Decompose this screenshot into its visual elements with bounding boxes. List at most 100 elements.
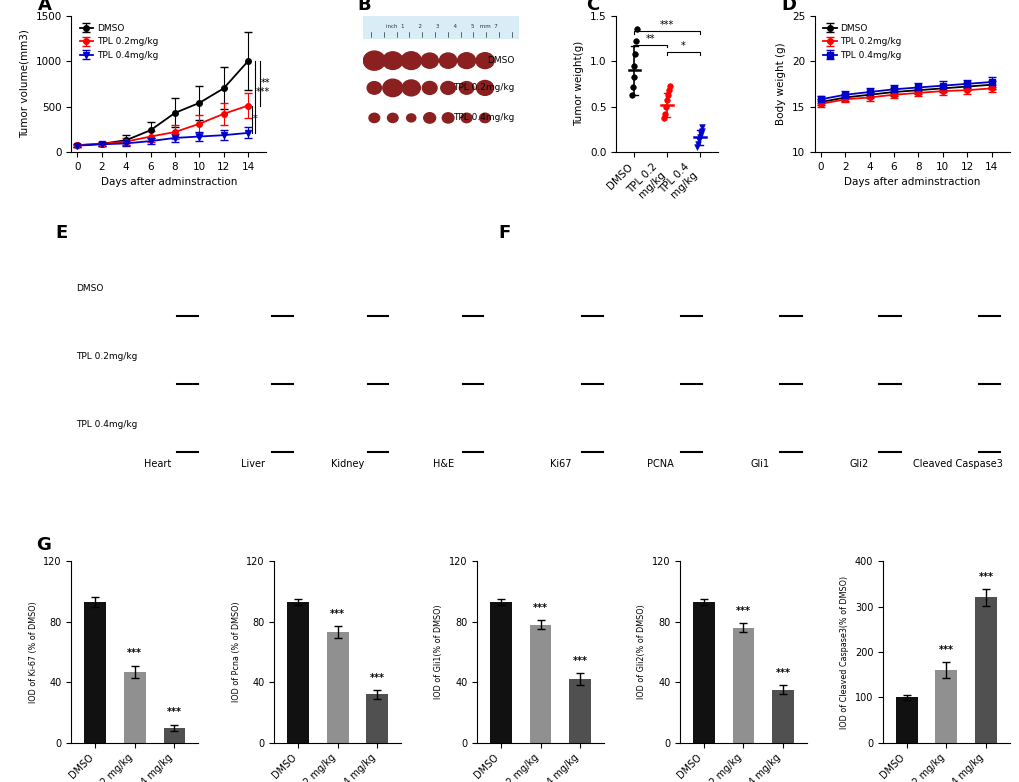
Point (629, 23, 645, 35)
Y-axis label: Body weight (g): Body weight (g) (775, 42, 786, 125)
Text: A: A (39, 0, 52, 14)
Bar (287, 602, 309, 743)
Y-axis label: Tumor weight(g): Tumor weight(g) (574, 41, 584, 127)
Text: Kidney: Kidney (331, 458, 365, 468)
Point (689, 138, 705, 150)
Circle shape (473, 51, 496, 70)
Point (693, 125, 709, 138)
Bar (771, 690, 793, 743)
Bar (529, 625, 551, 743)
Point (692, 127, 708, 140)
Text: ***: *** (330, 609, 344, 619)
Point (623, 88, 639, 101)
Y-axis label: IOD of Gli1(% of DMSO): IOD of Gli1(% of DMSO) (434, 604, 443, 699)
Bar (366, 694, 388, 743)
Circle shape (438, 52, 458, 69)
Point (628, 35, 644, 48)
Legend: DMSO, TPL 0.2mg/kg, TPL 0.4mg/kg: DMSO, TPL 0.2mg/kg, TPL 0.4mg/kg (818, 20, 904, 63)
Text: ***: *** (572, 656, 587, 666)
Text: G: G (36, 536, 51, 554)
Circle shape (403, 81, 419, 95)
Text: E: E (55, 224, 67, 242)
Circle shape (476, 81, 493, 95)
Text: **: ** (261, 78, 270, 88)
X-axis label: Days after adminstraction: Days after adminstraction (101, 178, 236, 187)
Bar (489, 602, 512, 743)
Point (655, 112, 672, 124)
Text: Gli2: Gli2 (849, 458, 868, 468)
Bar (934, 670, 957, 743)
Text: TPL 0.4mg/kg: TPL 0.4mg/kg (76, 420, 138, 429)
Circle shape (382, 79, 403, 97)
Text: D: D (781, 0, 796, 14)
Y-axis label: IOD of Ki-67 (% of DMSO): IOD of Ki-67 (% of DMSO) (29, 601, 38, 703)
Text: ***: *** (127, 648, 143, 658)
Circle shape (420, 52, 438, 69)
Y-axis label: IOD of Cleaved Caspase3(% of DMSO): IOD of Cleaved Caspase3(% of DMSO) (840, 576, 849, 729)
Text: Cleaved Caspase3: Cleaved Caspase3 (912, 458, 1002, 468)
Text: ***: *** (937, 644, 953, 655)
Text: Heart: Heart (144, 458, 171, 468)
Y-axis label: Tumor volume(mm3): Tumor volume(mm3) (19, 30, 30, 138)
Text: ***: *** (659, 20, 674, 30)
Circle shape (480, 114, 489, 121)
Text: *: * (252, 114, 257, 124)
Text: PCNA: PCNA (646, 458, 674, 468)
Point (657, 100, 674, 113)
Bar (163, 728, 185, 743)
Text: ***: *** (736, 606, 750, 616)
Point (626, 59, 642, 72)
Bar (974, 597, 996, 743)
Text: *: * (681, 41, 685, 51)
Point (627, 48, 643, 60)
Circle shape (459, 81, 474, 95)
Y-axis label: IOD of Gli2(% of DMSO): IOD of Gli2(% of DMSO) (637, 604, 646, 699)
Point (694, 121, 710, 134)
Legend: DMSO, TPL 0.2mg/kg, TPL 0.4mg/kg: DMSO, TPL 0.2mg/kg, TPL 0.4mg/kg (75, 20, 161, 63)
Circle shape (383, 52, 401, 69)
Circle shape (405, 113, 417, 124)
Point (659, 88, 676, 101)
Text: B: B (357, 0, 371, 14)
Text: TPL 0.2mg/kg: TPL 0.2mg/kg (452, 84, 515, 92)
Point (660, 84, 677, 96)
Text: Ki67: Ki67 (550, 458, 572, 468)
X-axis label: Days after adminstraction: Days after adminstraction (844, 178, 979, 187)
Text: **: ** (645, 34, 655, 44)
Bar (326, 633, 348, 743)
Circle shape (369, 113, 379, 123)
Circle shape (419, 79, 439, 97)
Circle shape (454, 51, 478, 71)
Text: F: F (498, 224, 511, 242)
Text: TPL 0.4mg/kg: TPL 0.4mg/kg (452, 113, 515, 123)
Text: Liver: Liver (240, 458, 265, 468)
Text: Gli1: Gli1 (749, 458, 768, 468)
Bar (569, 680, 591, 743)
Text: ***: *** (167, 708, 181, 717)
Text: TPL 0.2mg/kg: TPL 0.2mg/kg (76, 352, 138, 361)
Circle shape (367, 81, 381, 95)
Bar (85, 602, 106, 743)
Circle shape (401, 53, 420, 68)
Point (624, 81, 640, 93)
Text: DMSO: DMSO (76, 284, 104, 293)
Bar (692, 602, 714, 743)
Point (689, 142, 705, 154)
Bar (895, 698, 917, 743)
Point (658, 94, 675, 106)
Circle shape (462, 114, 471, 122)
Text: C: C (586, 0, 599, 14)
Point (691, 131, 707, 144)
Bar (123, 672, 146, 743)
Bar (732, 628, 754, 743)
Circle shape (363, 51, 385, 70)
Circle shape (387, 113, 397, 123)
Text: DMSO: DMSO (487, 56, 515, 65)
Circle shape (425, 113, 434, 122)
Point (661, 80, 678, 92)
Text: ***: *** (977, 572, 993, 582)
Circle shape (443, 113, 452, 122)
Text: ***: *** (256, 88, 270, 98)
Circle shape (438, 79, 458, 97)
Bar (363, 16, 519, 39)
